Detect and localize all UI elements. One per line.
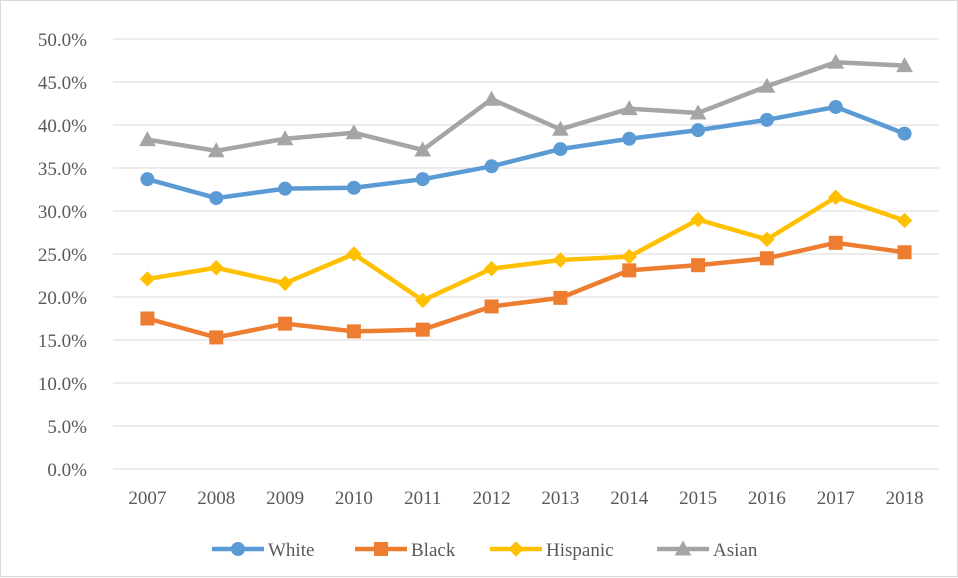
data-point-marker bbox=[897, 126, 912, 141]
data-point-marker bbox=[759, 251, 774, 266]
x-tick-label: 2007 bbox=[128, 488, 166, 509]
data-point-marker bbox=[276, 130, 294, 146]
data-point-marker bbox=[484, 299, 499, 314]
y-tick-label: 20.0% bbox=[38, 288, 87, 309]
y-tick-label: 0.0% bbox=[47, 460, 87, 481]
data-point-marker bbox=[553, 142, 568, 157]
x-tick-label: 2016 bbox=[748, 488, 786, 509]
y-tick-label: 35.0% bbox=[38, 159, 87, 180]
data-point-marker bbox=[415, 292, 431, 309]
data-point-marker bbox=[278, 316, 293, 331]
series-lines bbox=[139, 53, 913, 345]
data-point-marker bbox=[346, 246, 362, 262]
data-point-marker bbox=[140, 311, 155, 326]
data-point-marker bbox=[415, 172, 430, 187]
y-tick-label: 40.0% bbox=[38, 116, 87, 137]
series-black bbox=[140, 235, 912, 345]
legend-item-asian: Asian bbox=[657, 540, 758, 561]
series-hispanic bbox=[139, 189, 913, 309]
gridlines bbox=[113, 38, 939, 470]
data-point-marker bbox=[691, 258, 706, 273]
data-point-marker bbox=[415, 322, 430, 337]
legend-label: Black bbox=[411, 540, 456, 561]
data-point-marker bbox=[758, 77, 776, 93]
data-point-marker bbox=[622, 131, 637, 146]
data-point-marker bbox=[278, 181, 293, 196]
x-tick-label: 2017 bbox=[817, 488, 855, 509]
y-tick-label: 25.0% bbox=[38, 245, 87, 266]
data-point-marker bbox=[620, 100, 638, 116]
x-tick-label: 2012 bbox=[473, 488, 511, 509]
data-point-marker bbox=[828, 99, 843, 114]
x-axis-tick-labels: 2007 2008 2009 2010 2011 2012 2013 2014 2015 2016… bbox=[128, 488, 923, 509]
y-tick-label: 10.0% bbox=[38, 374, 87, 395]
data-point-marker bbox=[897, 245, 912, 260]
legend-marker bbox=[508, 541, 524, 557]
data-point-marker bbox=[139, 271, 156, 287]
data-point-marker bbox=[691, 123, 706, 138]
y-tick-label: 45.0% bbox=[38, 73, 87, 94]
data-point-marker bbox=[552, 252, 569, 268]
x-tick-label: 2011 bbox=[404, 488, 441, 509]
x-tick-label: 2009 bbox=[266, 488, 304, 509]
data-point-marker bbox=[346, 180, 361, 195]
legend-label: White bbox=[268, 540, 314, 561]
data-point-marker bbox=[208, 260, 224, 276]
legend-marker bbox=[231, 542, 245, 556]
y-tick-label: 5.0% bbox=[47, 417, 87, 438]
legend-label: Asian bbox=[713, 540, 758, 561]
data-point-marker bbox=[277, 275, 293, 291]
series-asian bbox=[139, 53, 913, 158]
data-point-marker bbox=[828, 189, 844, 205]
data-point-marker bbox=[827, 53, 845, 69]
data-point-marker bbox=[896, 57, 913, 73]
data-point-marker bbox=[553, 290, 568, 305]
data-point-marker bbox=[621, 248, 637, 265]
y-axis-tick-labels: 0.0% 5.0% 10.0% 15.0% 20.0% 25.0% 30.0% 35.0% 40… bbox=[38, 30, 87, 481]
data-point-marker bbox=[414, 141, 432, 157]
data-point-marker bbox=[896, 212, 913, 229]
data-point-marker bbox=[209, 330, 224, 345]
y-tick-label: 30.0% bbox=[38, 202, 87, 223]
legend-item-hispanic: Hispanic bbox=[490, 540, 614, 561]
data-point-marker bbox=[346, 324, 361, 339]
data-point-marker bbox=[139, 131, 156, 147]
series-line bbox=[147, 59, 905, 154]
data-point-marker bbox=[689, 104, 707, 120]
x-tick-label: 2008 bbox=[197, 488, 235, 509]
data-point-marker bbox=[207, 142, 225, 158]
series-line bbox=[147, 194, 906, 303]
data-point-marker bbox=[759, 231, 775, 248]
data-point-marker bbox=[140, 172, 155, 187]
series-line bbox=[146, 104, 906, 201]
legend-item-black: Black bbox=[355, 540, 456, 561]
series-white bbox=[140, 99, 912, 206]
x-tick-label: 2010 bbox=[335, 488, 373, 509]
legend-marker bbox=[374, 542, 388, 556]
data-point-marker bbox=[622, 263, 637, 278]
legend: White Black Hispanic Asian bbox=[212, 540, 758, 561]
data-point-marker bbox=[345, 124, 363, 140]
data-point-marker bbox=[483, 90, 500, 106]
x-tick-label: 2018 bbox=[886, 488, 924, 509]
legend-label: Hispanic bbox=[546, 540, 614, 561]
x-tick-label: 2015 bbox=[679, 488, 717, 509]
y-tick-label: 50.0% bbox=[38, 30, 87, 51]
data-point-marker bbox=[690, 211, 706, 228]
data-point-marker bbox=[483, 260, 500, 277]
legend-item-white: White bbox=[212, 540, 314, 561]
legend-marker bbox=[674, 540, 692, 556]
data-point-marker bbox=[484, 159, 499, 174]
x-tick-label: 2013 bbox=[541, 488, 579, 509]
data-point-marker bbox=[209, 191, 224, 206]
x-tick-label: 2014 bbox=[610, 488, 649, 509]
data-point-marker bbox=[759, 112, 774, 127]
data-point-marker bbox=[552, 120, 569, 136]
series-line bbox=[146, 240, 905, 340]
data-point-marker bbox=[828, 235, 843, 250]
y-tick-label: 15.0% bbox=[38, 331, 87, 352]
